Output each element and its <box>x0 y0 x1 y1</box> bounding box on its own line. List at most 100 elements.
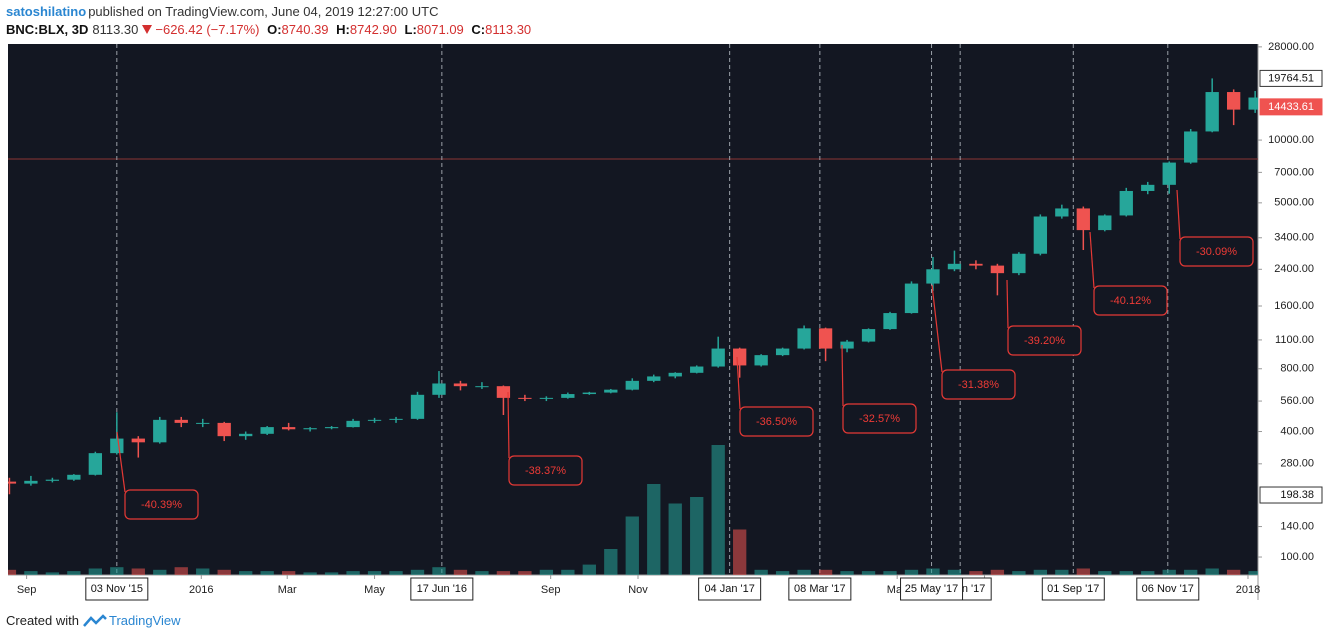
y-tick-label: 2400.00 <box>1274 263 1314 275</box>
marker-date-box <box>788 577 852 601</box>
symbol-line: BNC:BLX, 3D 8113.30 −626.42 (−7.17%) O:874… <box>6 22 535 37</box>
annotation-box <box>739 406 814 437</box>
annotation-box <box>941 369 1016 400</box>
close: 8113.30 <box>485 22 532 37</box>
volume-bar <box>582 564 596 575</box>
candle-body <box>346 420 360 428</box>
annotation-label: -38.37% <box>525 465 566 477</box>
author[interactable]: satoshilatino <box>6 4 87 19</box>
annotation-connector <box>1176 189 1181 240</box>
candle-body <box>690 366 704 373</box>
annotation-label: -31.38% <box>958 379 999 391</box>
volume-bar <box>496 571 511 575</box>
volume-bar <box>131 568 145 575</box>
candle-body <box>604 389 618 393</box>
candle-body <box>754 355 768 366</box>
chart: -40.39% -38.37% -36.50% -32.57% -31.38% -39.2… <box>8 41 1323 601</box>
candle-body <box>625 380 639 390</box>
volume-bar <box>1033 569 1048 575</box>
volume-bar <box>690 497 704 575</box>
annotation-label: -40.12% <box>1110 295 1151 307</box>
candle-body <box>67 474 81 480</box>
candle-body <box>861 329 876 342</box>
high: 8742.90 <box>349 22 397 37</box>
price-label-box <box>1259 69 1323 87</box>
price-label: 14433.61 <box>1268 101 1314 113</box>
marker-date-box <box>85 577 149 601</box>
volume-bar <box>1012 571 1026 575</box>
y-tick-label: 280.00 <box>1280 458 1314 470</box>
marker-date-box <box>1041 577 1105 601</box>
candle-body <box>947 263 962 270</box>
volume-bar <box>88 568 103 575</box>
volume-bar <box>1205 568 1219 575</box>
candle-body <box>582 392 596 395</box>
volume-bar <box>561 569 575 575</box>
volume-bar <box>840 571 854 575</box>
candle-body <box>45 479 60 481</box>
marker-date-box <box>410 577 474 601</box>
candle-body <box>904 283 919 314</box>
volume-bar <box>1076 568 1090 575</box>
y-tick-label: 100.00 <box>1280 551 1314 563</box>
candle-body <box>647 376 661 381</box>
volume-bar <box>8 569 17 575</box>
volume-bar <box>153 569 167 575</box>
down-arrow <box>142 25 153 34</box>
volume-bar <box>1055 569 1069 575</box>
volume-bar <box>410 569 425 575</box>
price-label: 198.38 <box>1280 489 1314 501</box>
y-tick-label: 1600.00 <box>1274 300 1314 312</box>
candle-body <box>1205 92 1219 132</box>
volume-bar <box>733 529 747 575</box>
candle-body <box>24 480 38 484</box>
candle-body <box>1033 216 1048 254</box>
candle-body <box>88 453 103 475</box>
candle-body <box>1012 253 1026 274</box>
y-tick-label: 7000.00 <box>1274 166 1314 178</box>
volume-bar <box>647 484 661 575</box>
volume-bar <box>1227 569 1241 575</box>
volume-bar <box>24 571 38 575</box>
marker-date-box <box>698 577 762 601</box>
annotation-label: -32.57% <box>859 413 900 425</box>
volume-bar <box>754 569 768 575</box>
marker-date-box <box>1136 577 1200 601</box>
plot <box>8 44 1258 575</box>
volume-bar <box>904 569 919 575</box>
volume-bar <box>432 567 446 575</box>
low-label: L: <box>404 22 417 37</box>
candle-body <box>8 481 17 484</box>
brand[interactable]: TradingView <box>108 613 181 628</box>
annotation-box <box>124 489 199 520</box>
candle-body <box>518 397 532 399</box>
footer: Created with TradingView <box>6 613 181 628</box>
candle-body <box>711 348 725 367</box>
volume-bar <box>217 569 231 575</box>
volume-bar <box>1184 569 1198 575</box>
volume-bar <box>947 569 962 575</box>
annotation-box <box>1007 325 1082 356</box>
candle-body <box>1076 208 1090 231</box>
low: 8071.09 <box>416 22 464 37</box>
annotation-label: -36.50% <box>756 416 797 428</box>
candle-body <box>1098 215 1112 231</box>
candle-body <box>281 427 296 430</box>
symbol: BNC:BLX, 3D <box>6 22 89 37</box>
volume-bar <box>539 569 554 575</box>
annotation-connector <box>841 344 844 407</box>
x-tick-label: Mar <box>278 584 297 596</box>
marker-date-label: 01 Sep '17 <box>1047 583 1099 595</box>
publish-line: satoshilatino published on TradingView.co… <box>6 4 442 19</box>
volume-bar <box>367 571 382 575</box>
candle-body <box>1055 208 1069 217</box>
volume-bar <box>518 571 532 575</box>
candle-body <box>196 422 210 424</box>
candle-body <box>131 438 145 443</box>
annotation-box <box>508 455 583 486</box>
price-label: 19764.51 <box>1268 72 1314 84</box>
annotation-connector <box>116 431 126 493</box>
candle-body <box>324 427 339 429</box>
created-with: Created with <box>6 613 79 628</box>
